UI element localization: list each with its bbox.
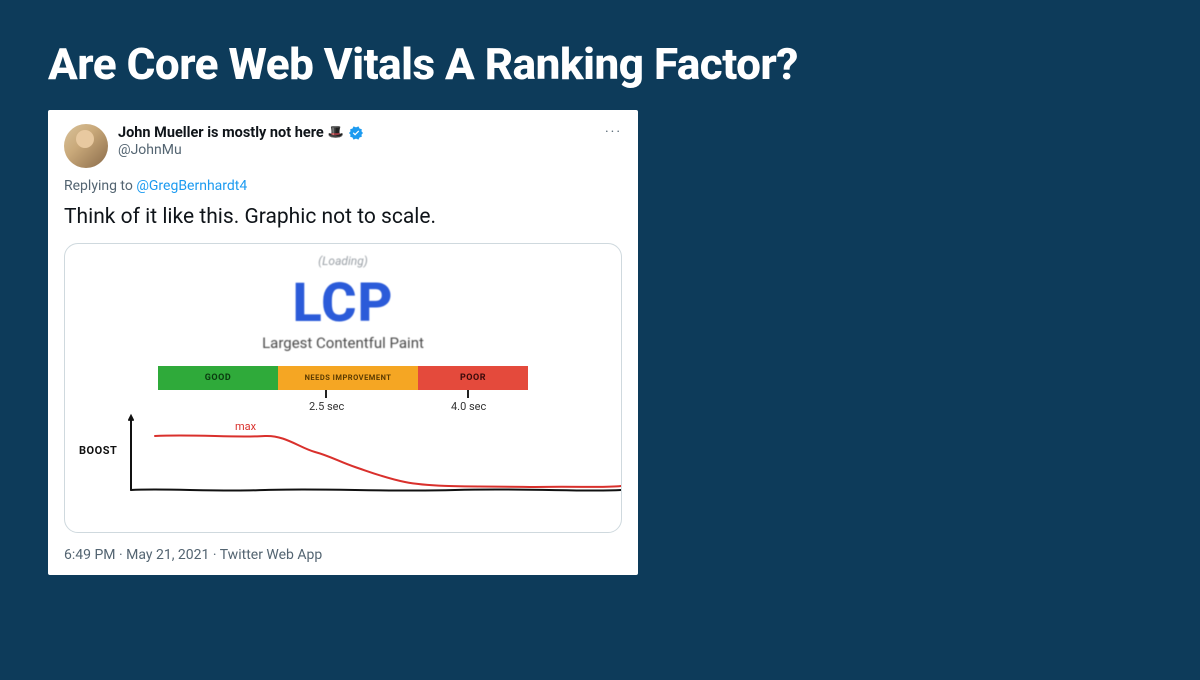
embedded-image[interactable]: (Loading) LCP Largest Contentful Paint G… (64, 243, 622, 533)
tweet-header: John Mueller is mostly not here 🎩 @JohnM… (64, 124, 622, 168)
band-good: GOOD (158, 366, 278, 390)
baseline-line (131, 490, 621, 491)
tick-2 (467, 390, 469, 398)
reply-context: Replying to @GregBernhardt4 (64, 178, 622, 194)
more-options-icon[interactable]: ··· (605, 124, 622, 140)
lcp-subtitle: Largest Contentful Paint (262, 334, 424, 352)
y-axis-arrow (129, 416, 133, 490)
tick-1 (325, 390, 327, 398)
lcp-title: LCP (293, 272, 394, 335)
boost-axis-label: BOOST (79, 444, 117, 457)
avatar[interactable] (64, 124, 108, 168)
reply-prefix: Replying to (64, 178, 136, 194)
reply-mention[interactable]: @GregBernhardt4 (136, 178, 247, 194)
threshold-band: GOOD NEEDS IMPROVEMENT POOR (158, 366, 528, 390)
author-block: John Mueller is mostly not here 🎩 @JohnM… (118, 124, 364, 160)
tweet-card[interactable]: ··· John Mueller is mostly not here 🎩 @J… (48, 110, 638, 575)
verified-badge-icon (348, 125, 364, 141)
band-needs: NEEDS IMPROVEMENT (278, 366, 418, 390)
page-title: Are Core Web Vitals A Ranking Factor? (0, 0, 1200, 110)
boost-chart (125, 412, 622, 522)
tweet-text: Think of it like this. Graphic not to sc… (64, 204, 622, 231)
boost-line (155, 436, 621, 488)
handle[interactable]: @JohnMu (118, 142, 364, 160)
display-name-row[interactable]: John Mueller is mostly not here 🎩 (118, 124, 364, 142)
hat-emoji: 🎩 (328, 125, 344, 141)
band-poor: POOR (418, 366, 528, 390)
loading-label: (Loading) (318, 254, 368, 268)
display-name: John Mueller is mostly not here (118, 124, 324, 142)
tweet-timestamp[interactable]: 6:49 PM · May 21, 2021 · Twitter Web App (64, 547, 622, 563)
